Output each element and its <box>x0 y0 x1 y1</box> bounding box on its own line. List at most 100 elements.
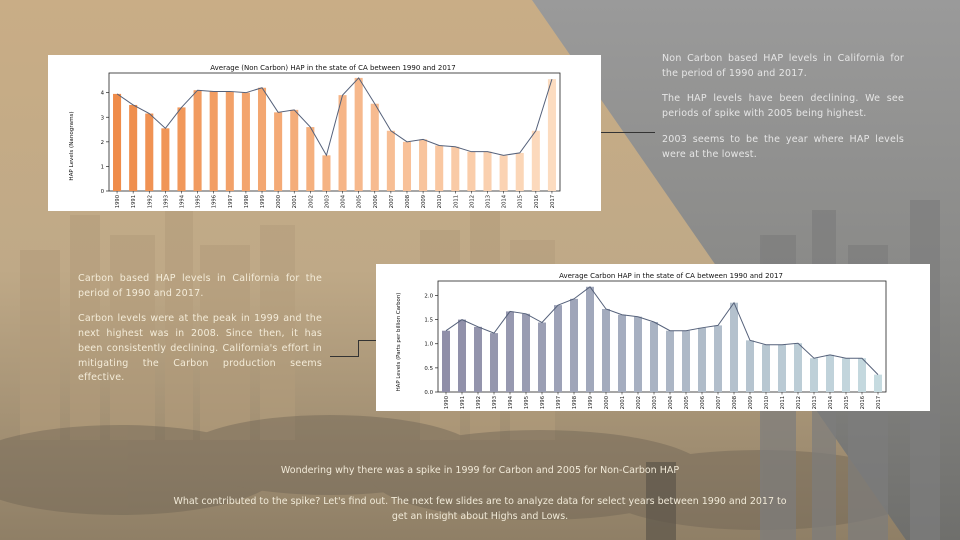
bar <box>618 314 626 392</box>
bar <box>666 330 674 392</box>
x-tick-label: 2008 <box>732 396 738 409</box>
bar <box>354 77 363 191</box>
x-tick-label: 2017 <box>550 195 556 208</box>
bar <box>682 330 690 392</box>
x-tick-label: 1996 <box>540 396 546 409</box>
bottom-question: Wondering why there was a spike in 1999 … <box>280 465 680 476</box>
x-tick-label: 1997 <box>556 396 562 409</box>
bar <box>515 152 524 191</box>
bar <box>290 109 299 191</box>
bar <box>499 155 508 191</box>
bar <box>193 90 202 191</box>
x-tick-label: 1995 <box>196 195 202 208</box>
bar <box>113 93 122 191</box>
x-tick-label: 2001 <box>620 396 626 409</box>
x-tick-label: 2012 <box>796 396 802 409</box>
bar <box>257 87 267 191</box>
connector-line-left-h2 <box>358 340 376 341</box>
y-axis-label: HAP Levels (Nanograms) <box>69 111 75 180</box>
bar <box>145 113 154 191</box>
y-tick-label: 0 <box>101 189 105 195</box>
bar <box>522 313 530 392</box>
trend-line <box>445 286 879 375</box>
bar <box>490 333 498 392</box>
y-tick-label: 4 <box>101 91 105 97</box>
x-tick-label: 2008 <box>405 195 411 208</box>
x-tick-label: 1993 <box>492 396 498 409</box>
bar <box>874 374 882 392</box>
y-tick-label: 1.0 <box>424 342 433 348</box>
plot-frame <box>437 280 887 393</box>
x-tick-label: 2013 <box>812 396 818 409</box>
x-tick-label: 2002 <box>636 396 642 409</box>
x-tick-label: 2010 <box>437 195 443 208</box>
x-tick-label: 2017 <box>876 396 882 409</box>
x-tick-label: 2000 <box>604 396 610 409</box>
bar <box>241 92 250 191</box>
bar <box>386 130 395 191</box>
description-paragraph: Carbon levels were at the peak in 1999 a… <box>78 313 322 384</box>
bar <box>419 139 428 191</box>
non-carbon-description: Non Carbon based HAP levels in Californi… <box>662 52 904 173</box>
x-tick-label: 2012 <box>469 195 475 208</box>
bar <box>554 305 562 392</box>
bar <box>225 91 234 191</box>
x-tick-label: 2004 <box>668 395 674 409</box>
connector-line-top <box>601 132 655 133</box>
bar <box>547 79 556 191</box>
x-tick-label: 2002 <box>308 195 314 208</box>
bar <box>810 358 818 392</box>
x-tick-label: 1996 <box>212 195 218 208</box>
x-tick-label: 1997 <box>228 195 234 208</box>
x-tick-label: 1992 <box>476 396 482 409</box>
y-axis-label: HAP Levels (Parts per billion Carbon) <box>396 293 402 392</box>
carbon-description: Carbon based HAP levels in California fo… <box>78 272 322 397</box>
description-paragraph: Carbon based HAP levels in California fo… <box>78 273 322 299</box>
y-tick-label: 2 <box>101 140 104 146</box>
x-tick-label: 2006 <box>700 396 706 409</box>
x-tick-label: 1990 <box>115 195 121 208</box>
bar <box>474 326 482 392</box>
x-tick-label: 1991 <box>131 195 137 208</box>
chart-card-non-carbon: Average (Non Carbon) HAP in the state of… <box>48 55 601 211</box>
x-tick-label: 2003 <box>652 396 658 409</box>
y-tick-label: 1 <box>101 164 104 170</box>
y-tick-label: 2.0 <box>424 293 433 299</box>
bar <box>506 311 514 392</box>
y-tick-label: 1.5 <box>424 318 433 324</box>
x-tick-label: 1991 <box>460 396 466 409</box>
bar <box>794 343 802 392</box>
bar <box>338 95 347 191</box>
bar <box>467 151 476 191</box>
bar <box>762 344 770 392</box>
x-tick-label: 2007 <box>716 396 722 409</box>
bar <box>402 141 412 191</box>
bar <box>442 330 450 392</box>
x-tick-label: 2007 <box>389 195 395 208</box>
chart-card-carbon: Average Carbon HAP in the state of CA be… <box>376 264 930 411</box>
y-tick-label: 3 <box>101 115 104 121</box>
bar <box>161 128 170 191</box>
bar <box>842 358 850 392</box>
x-tick-label: 2000 <box>276 195 282 208</box>
bar <box>698 327 706 392</box>
bar <box>650 322 658 392</box>
x-tick-label: 1999 <box>588 396 594 409</box>
bar <box>730 302 738 392</box>
bar <box>451 146 460 191</box>
bar <box>370 103 379 191</box>
bar <box>778 344 786 392</box>
bar <box>435 145 444 191</box>
bar <box>570 298 578 392</box>
bar <box>483 151 492 191</box>
x-tick-label: 2014 <box>828 395 834 409</box>
x-tick-label: 2005 <box>357 195 363 208</box>
chart-non-carbon: Average (Non Carbon) HAP in the state of… <box>69 64 561 208</box>
x-tick-label: 2016 <box>534 195 540 208</box>
chart-title: Average Carbon HAP in the state of CA be… <box>559 272 783 280</box>
x-tick-label: 2004 <box>341 194 347 208</box>
connector-line-left-h <box>330 356 358 357</box>
bar <box>274 112 283 191</box>
x-tick-label: 1999 <box>260 195 266 208</box>
description-paragraph: Non Carbon based HAP levels in Californi… <box>662 53 904 79</box>
